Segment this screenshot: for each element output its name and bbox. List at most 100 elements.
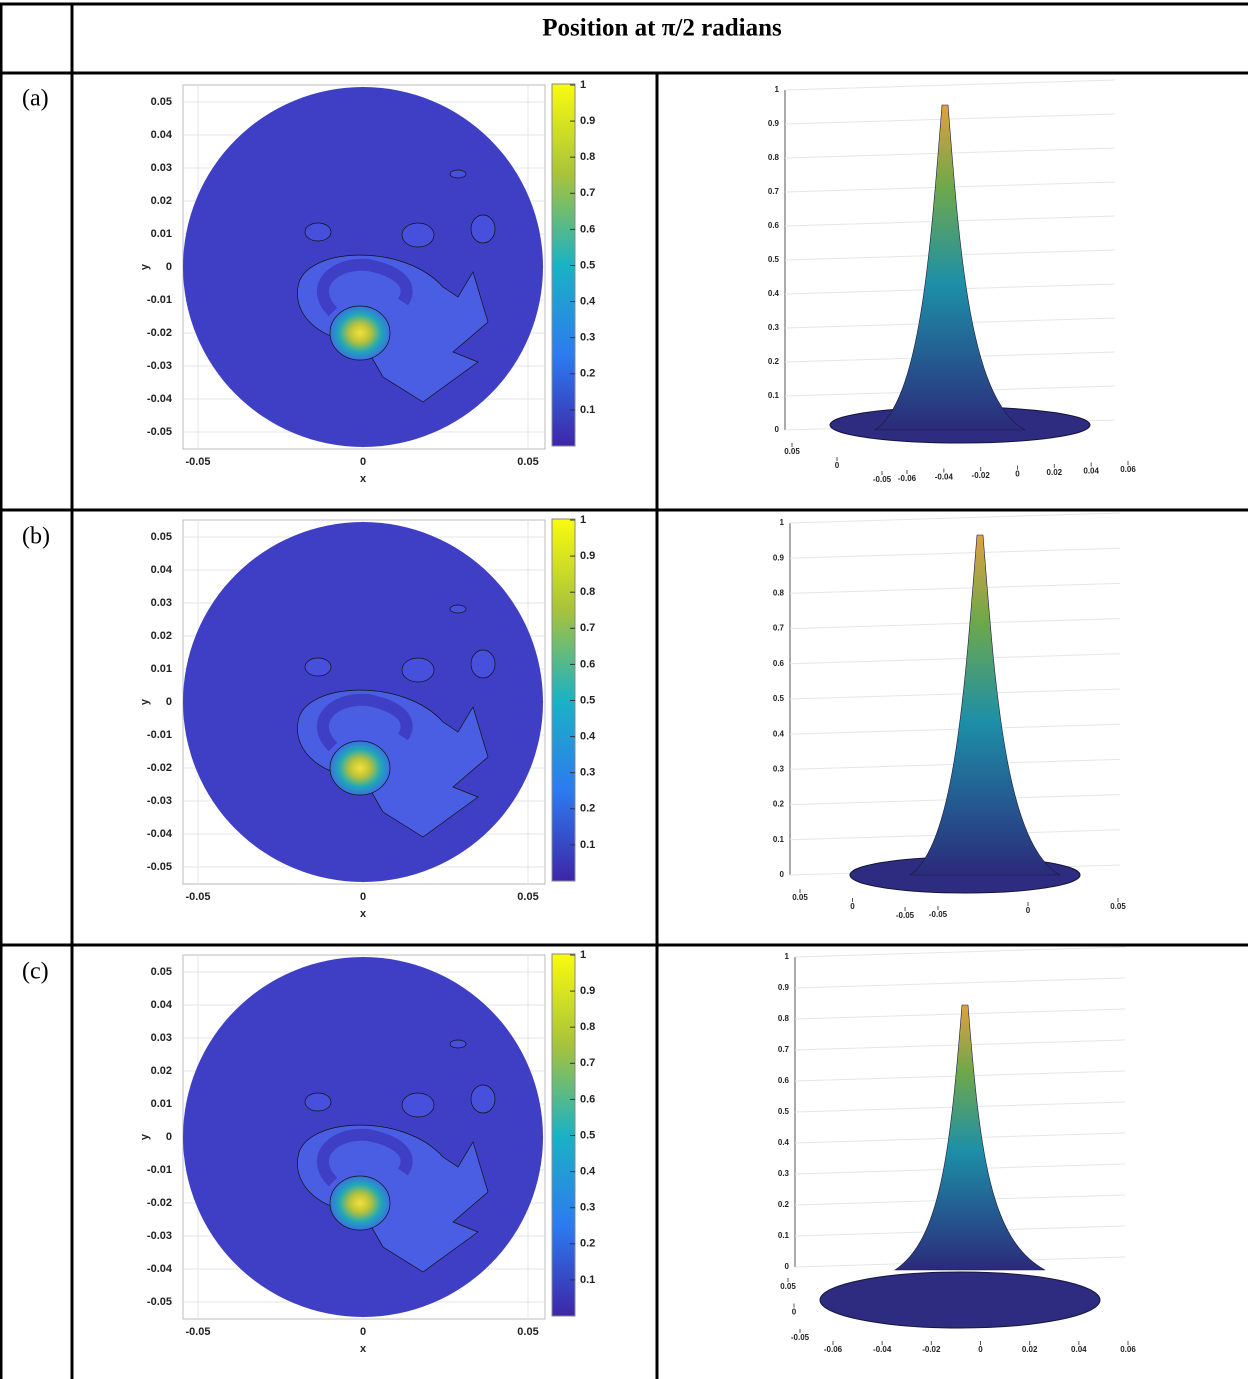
y-tick-label: 0.02 [151,630,172,642]
y-tick-label: -0.05 [147,1296,172,1308]
y-tick-label: 0.01 [151,228,172,240]
surface-peak [894,1004,1046,1271]
grid-line [789,582,1121,594]
x-tick-label: 0.06 [1120,1345,1136,1354]
x-tick-label: -0.05 [185,891,210,903]
x-tick-label: 0.02 [1022,1345,1038,1354]
surface-peak [909,534,1061,876]
y-tick-label: -0.02 [147,1197,172,1209]
y-tick-label: 0.02 [151,195,172,207]
x-tick-label: -0.05 [185,456,210,468]
y-tick-label: 0 [166,696,172,708]
contour-arc [316,693,413,752]
grid-line [789,512,1121,524]
y-tick-label: -0.05 [791,1333,810,1342]
z-tick-label: 0.7 [773,624,785,633]
grid-line [794,946,1126,958]
colorbar-tick-label: 0.7 [580,187,595,199]
z-tick-label: 0.6 [768,221,780,230]
x-tick-label: -0.05 [929,910,948,919]
z-tick-label: 0.1 [768,391,780,400]
y-tick-label: 0.03 [151,1032,172,1044]
y-tick-label: -0.01 [147,294,172,306]
x-tick-label: 0.04 [1083,467,1099,476]
y-tick-label: 0 [166,1131,172,1143]
colorbar-tick-label: 1 [580,514,586,526]
grid-line [794,1008,1126,1020]
grid-line [789,653,1121,665]
colorbar-tick-label: 0.4 [580,731,596,743]
y-tick-label: 0.04 [151,999,173,1011]
grid-line [789,688,1121,700]
surface-floor [819,1271,1101,1329]
x-tick-label: -0.02 [922,1345,941,1354]
x-tick-label: 0.06 [1120,465,1136,474]
y-tick-label: 0 [792,1308,797,1317]
y-tick-label: 0 [835,461,840,470]
y-tick-label: -0.01 [147,1164,172,1176]
contour-blob [401,1092,435,1118]
contour-arc [316,258,413,317]
x-tick-label: -0.06 [898,474,917,483]
row-label: (a) [22,86,49,112]
z-tick-label: 0.9 [768,119,780,128]
z-tick-label: 1 [775,85,780,94]
colorbar-tick-label: 0.6 [580,658,595,670]
x-tick-label: -0.02 [972,471,991,480]
colorbar-tick-label: 0.1 [580,1274,595,1286]
header-title: Position at π/2 radians [542,15,782,42]
grid-line [794,977,1126,989]
x-tick-label: 0 [360,891,366,903]
contour-region [297,254,489,403]
y-tick-label: 0.04 [151,129,173,141]
colorbar-tick-label: 0.6 [580,223,595,235]
y-tick-label: 0.05 [151,966,172,978]
z-tick-label: 0.4 [773,729,785,738]
z-tick-label: 0.6 [778,1076,790,1085]
surface-peak [874,104,1026,431]
z-tick-label: 0.4 [778,1138,790,1147]
z-tick-label: 1 [785,952,790,961]
y-tick-label: -0.04 [147,393,173,405]
y-tick-label: 0.05 [780,1282,796,1291]
z-tick-label: 0 [775,425,780,434]
contour-blob [401,222,435,248]
y-tick-label: 0.03 [151,162,172,174]
y-tick-label: 0.04 [151,564,173,576]
colorbar-tick-label: 0.3 [580,332,595,344]
contour-blob [449,169,467,179]
colorbar-tick-label: 0.3 [580,767,595,779]
y-tick-label: -0.05 [147,861,172,873]
y-tick-label: -0.04 [147,828,173,840]
x-tick-label: 0 [978,1345,983,1354]
colorbar-tick-label: 0.2 [580,368,595,380]
y-axis-label: y [139,1133,151,1140]
contour-core [329,305,391,361]
colorbar-tick-label: 0.7 [580,622,595,634]
colorbar-tick-label: 0.9 [580,550,595,562]
colorbar-tick-label: 0.8 [580,151,595,163]
y-tick-label: -0.03 [147,1230,172,1242]
contour-region [297,689,489,838]
x-tick-label: 0.05 [517,1326,538,1338]
z-tick-label: 0.7 [768,187,780,196]
contour-blob [470,649,496,679]
contour-blob [401,657,435,683]
colorbar-tick-label: 0.1 [580,839,595,851]
x-tick-label: 0 [360,456,366,468]
y-tick-label: 0.05 [792,893,808,902]
colorbar-tick-label: 0.9 [580,115,595,127]
contour-blob [449,604,467,614]
y-tick-label: -0.05 [896,911,915,920]
y-tick-label: 0.05 [151,531,172,543]
z-tick-label: 0.1 [778,1231,790,1240]
colorbar-tick-label: 0.1 [580,404,595,416]
y-tick-label: -0.05 [873,475,892,484]
colorbar-tick-label: 0.2 [580,803,595,815]
colorbar-tick-label: 0.5 [580,694,595,706]
colorbar-tick-label: 0.8 [580,586,595,598]
y-tick-label: 0.05 [784,447,800,456]
y-tick-label: 0 [850,902,855,911]
